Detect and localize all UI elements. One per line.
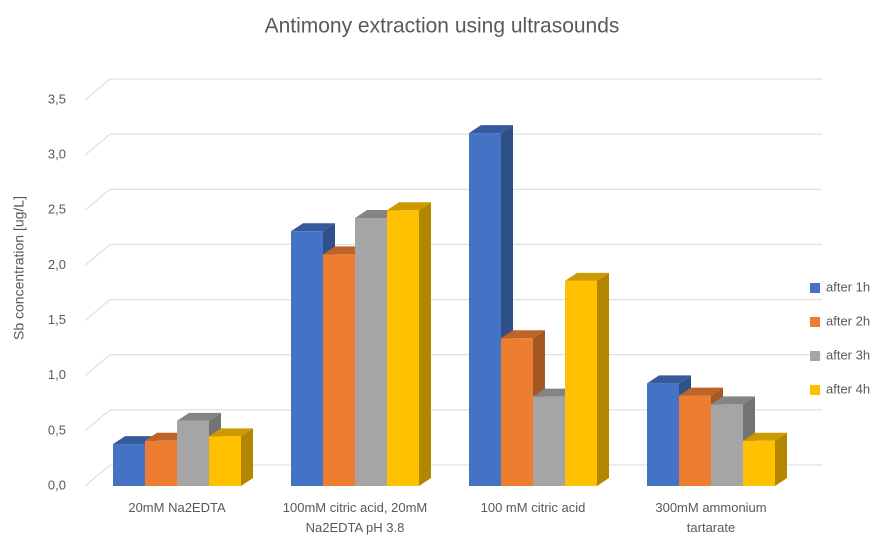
bar <box>469 125 513 487</box>
legend-label: after 2h <box>826 313 870 328</box>
legend-label: after 3h <box>826 347 870 362</box>
grid-line <box>84 243 822 266</box>
legend-label: after 4h <box>826 381 870 396</box>
bar-front <box>501 338 533 486</box>
bar-front <box>209 436 241 486</box>
legend-swatch <box>810 351 820 361</box>
bar <box>565 272 609 486</box>
bar-front <box>679 395 711 486</box>
legend-swatch <box>810 317 820 327</box>
bar <box>387 202 431 487</box>
grid-line-side <box>84 409 111 432</box>
grid-line <box>84 354 822 377</box>
bar-top <box>387 202 431 211</box>
bar-front <box>291 231 323 486</box>
y-tick-label: 1,5 <box>48 312 66 327</box>
grid-line-side <box>84 244 111 266</box>
bar-front <box>469 133 501 487</box>
bar-top <box>647 375 691 384</box>
legend-swatch <box>810 283 820 293</box>
bar <box>743 432 787 486</box>
y-tick-label: 2,5 <box>48 202 66 217</box>
x-tick-label: 100mM citric acid, 20mM Na2EDTA pH 3.8 <box>282 500 428 535</box>
bar-front <box>743 440 775 486</box>
bar-top <box>743 432 787 441</box>
x-tick-label: 300mM ammonium tartarate <box>655 500 767 535</box>
bar-top <box>565 272 609 281</box>
y-tick-label: 2,0 <box>48 257 66 272</box>
grid-line <box>84 133 822 156</box>
y-axis-label: Sb concentration [ug/L] <box>11 196 27 340</box>
y-tick-label: 3,0 <box>48 147 66 162</box>
bar-front <box>565 280 597 486</box>
y-tick-label: 1,0 <box>48 367 66 382</box>
bar-front <box>711 404 743 486</box>
bar-front <box>113 444 145 486</box>
x-tick-label: 100 mM citric acid <box>480 500 586 515</box>
grid-line <box>84 78 822 101</box>
grid-line <box>84 188 822 211</box>
bar-top <box>209 428 253 437</box>
bar-top <box>711 396 755 405</box>
bar-front <box>533 396 565 486</box>
grid-line <box>84 299 822 321</box>
bar <box>209 428 253 486</box>
y-tick-label: 3,5 <box>48 91 66 106</box>
bar-top <box>679 387 723 396</box>
grid-line-side <box>84 133 111 156</box>
bar-front <box>323 254 355 486</box>
grid-line-side <box>84 464 111 487</box>
y-tick-label: 0,5 <box>48 422 66 437</box>
grid-line-side <box>84 299 111 321</box>
bar-side <box>775 432 787 486</box>
legend-label: after 1h <box>826 279 870 294</box>
bar-side <box>419 202 431 487</box>
bar-side <box>597 272 609 486</box>
grid-line-side <box>84 188 111 211</box>
legend-swatch <box>810 385 820 395</box>
bar-front <box>355 218 387 486</box>
bar-top <box>177 412 221 421</box>
x-tick-label: 20mM Na2EDTA <box>128 500 226 515</box>
bar-front <box>177 420 209 486</box>
grid-line-side <box>84 78 111 101</box>
grid-line-side <box>84 354 111 377</box>
chart-title: Antimony extraction using ultrasounds <box>265 15 620 38</box>
bar-front <box>387 210 419 487</box>
y-tick-label: 0,0 <box>48 477 66 492</box>
bar-front <box>145 440 177 486</box>
bar-top <box>291 223 335 232</box>
bar-front <box>647 383 679 486</box>
bar-top <box>501 330 545 339</box>
bar-side <box>241 428 253 486</box>
bar-top <box>469 125 513 134</box>
